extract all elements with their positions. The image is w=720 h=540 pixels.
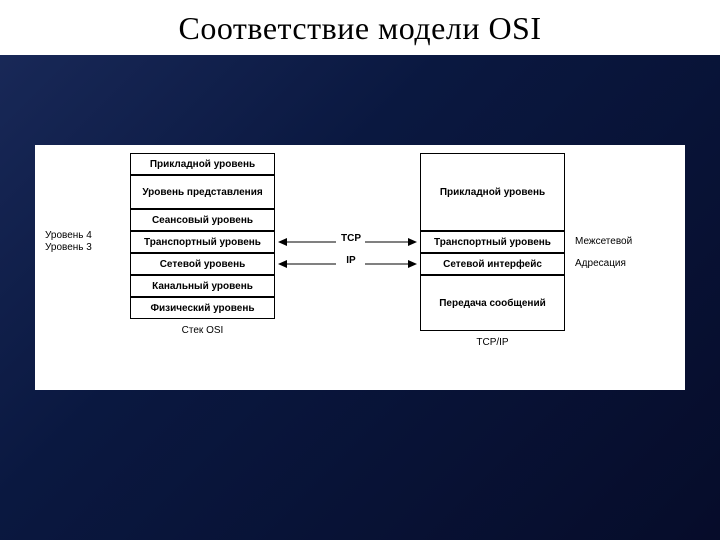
osi-layer-application: Прикладной уровень <box>130 153 275 175</box>
arrow-tcp-left <box>278 237 336 247</box>
tcp-layer-network-if: Сетевой интерфейс <box>420 253 565 275</box>
tcp-layer-message: Передача сообщений <box>420 275 565 331</box>
osi-layer-network: Сетевой уровень <box>130 253 275 275</box>
tcp-layer-transport: Транспортный уровень <box>420 231 565 253</box>
osi-layer-presentation: Уровень представления <box>130 175 275 209</box>
slide-title: Соответствие модели OSI <box>0 0 720 55</box>
arrow-ip-right <box>365 259 417 269</box>
mid-label-tcp: TCP <box>337 233 365 244</box>
arrow-tcp-right <box>365 237 417 247</box>
osi-layer-datalink: Канальный уровень <box>130 275 275 297</box>
osi-caption: Стек OSI <box>130 325 275 336</box>
tcp-caption: TCP/IP <box>420 337 565 348</box>
mid-label-ip: IP <box>337 255 365 266</box>
osi-layer-physical: Физический уровень <box>130 297 275 319</box>
osi-layer-transport: Транспортный уровень <box>130 231 275 253</box>
osi-tcp-diagram: Уровень 4 Уровень 3 Прикладной уровень У… <box>35 145 685 390</box>
tcp-layer-application: Прикладной уровень <box>420 153 565 231</box>
left-label-l3: Уровень 3 <box>45 242 92 253</box>
right-label-inter: Межсетевой <box>575 236 632 247</box>
osi-stack: Прикладной уровень Уровень представления… <box>130 153 275 336</box>
arrow-ip-left <box>278 259 336 269</box>
tcp-stack: Прикладной уровень Транспортный уровень … <box>420 153 565 348</box>
right-label-addr: Адресация <box>575 258 626 269</box>
osi-layer-session: Сеансовый уровень <box>130 209 275 231</box>
left-label-l4: Уровень 4 <box>45 230 92 241</box>
